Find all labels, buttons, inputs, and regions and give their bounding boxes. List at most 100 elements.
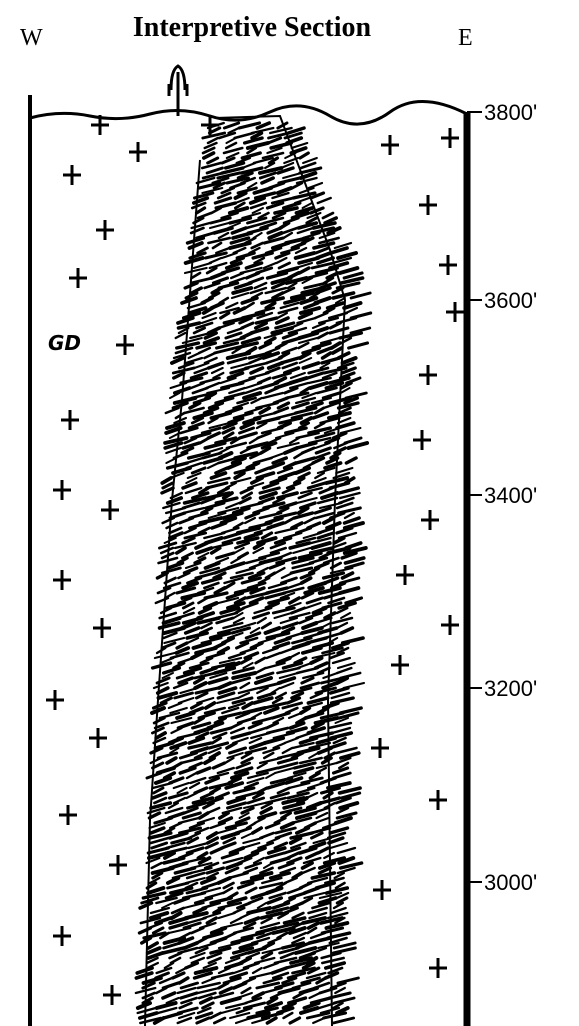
hatch-dash [306,371,325,380]
hatch-dash [255,671,275,680]
hatch-dash [227,871,249,880]
hatch-dash [316,256,335,265]
hatch-dash [303,711,325,720]
hatch-dash [245,556,267,565]
hatch-dash [219,376,237,385]
hatch-dash [295,811,318,820]
hatch-dash [177,1011,196,1020]
hatch-dash [137,926,153,935]
hatch-dash [215,696,239,705]
hatch-dash [313,716,340,725]
hatch-dash [340,571,355,580]
cross [439,255,457,275]
hatch-dash [254,316,279,325]
hatch-dash [300,446,316,455]
hatch-dash [172,896,191,905]
hatch-dash [180,296,198,305]
hatch-dash [235,566,256,575]
hatch-dash [150,866,175,875]
hatch-dash [270,966,289,975]
hatch-dash [337,486,360,495]
hatch-dash [184,911,209,920]
hatch-dash [207,741,230,750]
hatch-dash [151,781,174,790]
hatch-dash [207,416,219,425]
hatch-dash [233,596,247,605]
hatch-dash [282,171,303,180]
hatch-dash [147,851,171,860]
hatch-dash [256,686,269,695]
hatch-dash [184,291,199,300]
hatch-dash [308,381,329,390]
hatch-dash [192,971,213,980]
hatch-dash [328,481,351,490]
hatch-dash [297,421,311,430]
hatch-dash [339,386,351,395]
hatch-dash [254,466,271,475]
hatch-dash [290,691,305,700]
hatch-dash [149,906,171,915]
hatch-dash [203,281,221,290]
hatch-dash [287,781,311,790]
hatch-dash [347,341,370,350]
hatch-dash [177,936,195,945]
hatch-dash [232,306,247,315]
hatch-dash [215,616,235,625]
hatch-dash [289,956,314,965]
hatch-dash [148,821,166,830]
hatch-dash [253,676,273,685]
hatch-dash [194,1011,214,1020]
hatch-dash [258,406,272,415]
hatch-dash [282,231,294,240]
hatch-dash [205,831,219,840]
hatch-dash [155,686,170,695]
hatch-dash [262,736,286,745]
cross [129,142,147,162]
hatch-dash [246,776,265,785]
hatch-dash [228,276,246,285]
hatch-dash [281,1001,297,1010]
hatch-dash [141,981,156,990]
hatch-dash [225,351,252,360]
hatch-dash [196,981,221,990]
hatch-dash [305,851,320,860]
hatch-dash [327,411,352,420]
hatch-dash [303,631,323,640]
hatch-dash [209,936,228,945]
hatch-dash [194,691,209,700]
hatch-dash [289,831,314,840]
hatch-dash [215,341,240,350]
hatch-dash [258,881,284,890]
hatch-dash [233,471,246,480]
hatch-dash [141,976,163,985]
hatch-dash [331,616,354,625]
hatch-dash [177,676,195,685]
hatch-dash [195,766,212,775]
hatch-dash [301,961,316,970]
hatch-dash [203,356,218,365]
hatch-dash [287,996,308,1005]
hatch-dash [325,271,340,280]
hatch-dash [327,991,352,1000]
hatch-dash [255,786,269,795]
hatch-dash [150,861,163,870]
hatch-dash [158,541,178,550]
cross [441,128,459,148]
hatch-dash [332,901,345,910]
hatch-dash [196,986,221,995]
hatch-dash [277,861,295,870]
hatch-dash [195,176,216,185]
hatch-dash [185,771,198,780]
hatch-dash [207,236,232,245]
hatch-dash [284,426,308,435]
hatch-dash [192,396,211,405]
hatch-dash [214,246,231,255]
hatch-dash [198,486,210,495]
hatch-dash [173,416,188,425]
hatch-dash [283,366,301,375]
hatch-dash [229,236,251,245]
hatch-dash [148,876,161,885]
hatch-dash [300,626,324,635]
hatch-dash [261,351,281,360]
hatch-dash [297,256,321,265]
